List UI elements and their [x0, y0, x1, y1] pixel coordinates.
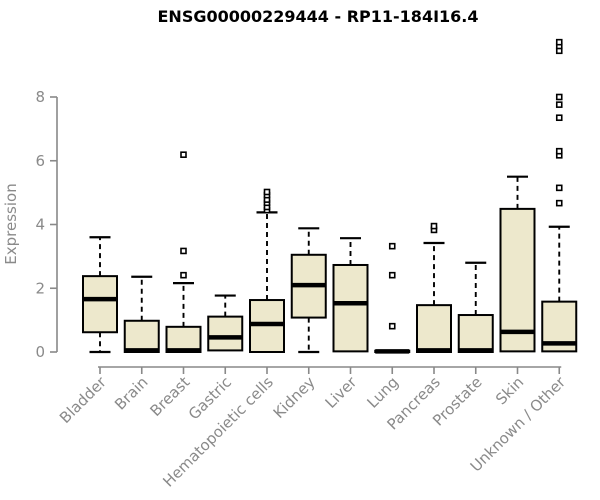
outlier-marker	[555, 93, 563, 101]
x-tick-label: Skin	[492, 373, 527, 408]
outlier-marker	[263, 188, 271, 196]
boxplot-unknown-other	[541, 38, 578, 353]
outlier-marker	[388, 322, 396, 330]
y-tick-label: 6	[35, 152, 45, 170]
outlier-marker	[180, 247, 187, 255]
outlier-marker	[388, 242, 396, 250]
y-tick-label: 8	[35, 88, 45, 106]
boxplot-lung	[374, 242, 411, 354]
y-axis-label: Expression	[2, 183, 20, 264]
boxplot-skin	[499, 175, 536, 353]
outlier-marker	[555, 101, 563, 108]
boxplot-prostate	[457, 261, 494, 353]
box-body	[499, 207, 536, 353]
outlier-marker	[180, 271, 187, 279]
boxplot-liver	[332, 237, 369, 353]
plot-layer	[82, 38, 578, 354]
y-tick-label: 2	[35, 279, 45, 297]
boxplot-breast	[165, 151, 202, 354]
box-body	[82, 275, 118, 334]
box-body	[123, 319, 160, 354]
outlier-marker	[555, 184, 563, 192]
outlier-marker	[180, 151, 187, 158]
x-tick-label: Liver	[322, 373, 361, 412]
boxplot-bladder	[82, 236, 118, 354]
outlier-marker	[388, 271, 396, 279]
x-tick-label: Lung	[363, 373, 402, 412]
box-body	[416, 304, 452, 353]
box-body	[332, 263, 369, 353]
x-tick-label: Bladder	[56, 373, 110, 427]
boxplot-pancreas	[416, 222, 452, 353]
outlier-marker	[555, 199, 563, 207]
boxplot-gastric	[207, 294, 244, 352]
y-tick-label: 4	[35, 216, 45, 234]
x-tick-label: Kidney	[270, 373, 319, 422]
outlier-marker	[430, 222, 438, 230]
chart-title: ENSG00000229444 - RP11-184I16.4	[158, 7, 479, 26]
outlier-marker	[555, 147, 563, 155]
y-tick-label: 0	[35, 343, 45, 361]
boxplot-hematopoietic-cells	[249, 188, 285, 354]
outlier-marker	[555, 38, 563, 46]
outlier-marker	[555, 114, 563, 122]
box-body	[207, 315, 244, 352]
boxplot-brain	[123, 275, 160, 354]
boxplot-kidney	[290, 227, 327, 354]
box-body	[457, 314, 494, 353]
